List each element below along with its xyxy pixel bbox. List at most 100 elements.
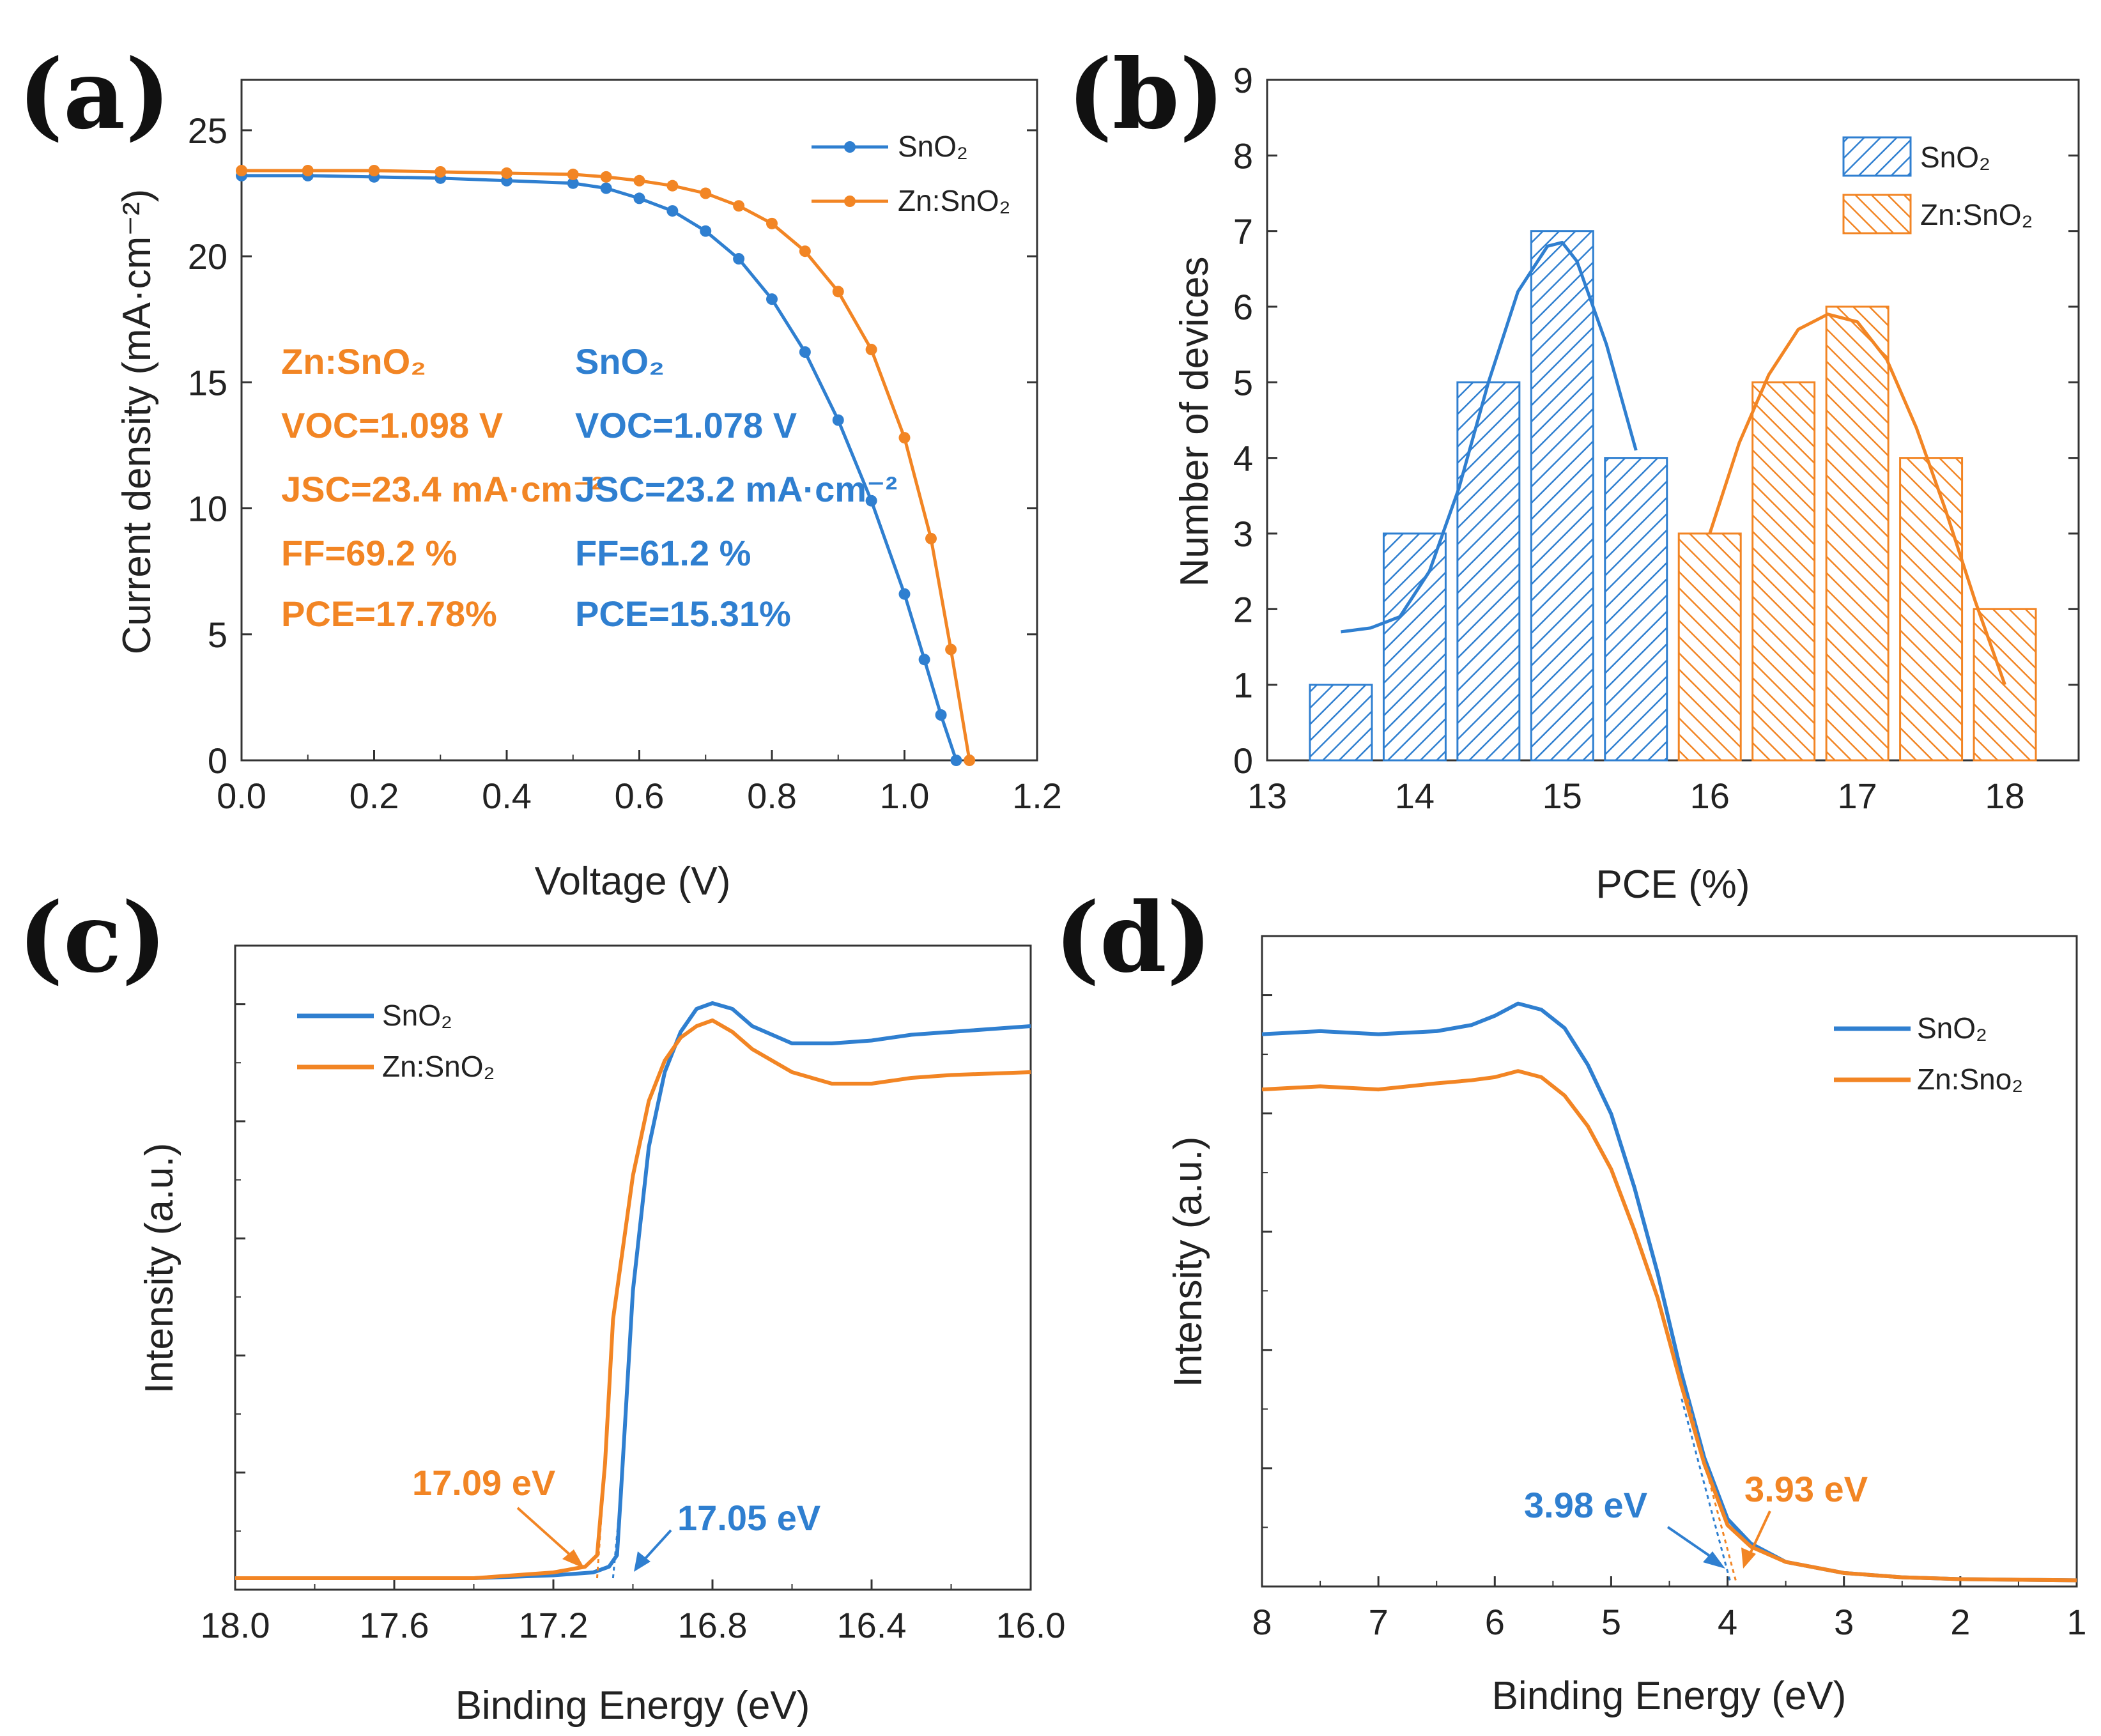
annot-a-zn-title: Zn:SnO₂ — [281, 341, 426, 381]
panel-a-series-point — [832, 414, 844, 426]
panel-c-series-line — [235, 1018, 1031, 1580]
panel-d-xtick-label: 2 — [1950, 1602, 1970, 1642]
panel-b-xtick-label: 16 — [1690, 776, 1730, 816]
annot-a-sn-voc: VOC=1.078 V — [575, 405, 797, 445]
panel-b-bar — [1825, 305, 1889, 762]
annot-c-zn-arrow — [516, 1507, 580, 1563]
panel-a-series-point — [368, 165, 380, 176]
panel-b-bar — [1751, 381, 1816, 762]
legend-d-sno2-text: SnO₂ — [1917, 1011, 1987, 1045]
legend-a-znsno2-marker — [844, 196, 856, 207]
panel-b-series — [1309, 230, 2037, 762]
panel-c-xtick-label: 16.0 — [996, 1605, 1066, 1645]
panel-a-series-line — [242, 174, 958, 761]
panel-d-xtick-label: 1 — [2066, 1602, 2086, 1642]
panel-a-ytick-label: 0 — [208, 741, 227, 781]
panel-c-xtick-label: 16.4 — [837, 1605, 907, 1645]
panel-d-legend: SnO₂ Zn:Sno₂ — [1834, 1011, 2023, 1096]
panel-a-xtick-label: 0.4 — [482, 776, 532, 816]
panel-d-series-line — [1261, 1069, 2077, 1583]
annot-c-zn: 17.09 eV — [412, 1463, 555, 1503]
annot-a-zn-pce: PCE=17.78% — [281, 594, 497, 634]
panel-a-series-point — [865, 495, 877, 507]
panel-c-series-line — [235, 1001, 1031, 1580]
panel-c-frame — [234, 944, 1032, 1591]
panel-b-xtick-label: 14 — [1395, 776, 1435, 816]
panel-a-series-point — [918, 654, 930, 666]
panel-c-xtick-label: 17.2 — [519, 1605, 589, 1645]
panel-a-series-point — [925, 532, 937, 544]
panel-b-legend: SnO₂ Zn:SnO₂ — [1842, 136, 2033, 234]
panel-d-xtick-label: 5 — [1601, 1602, 1621, 1642]
panel-a: (a) 0.0 0.2 0.4 0.6 0.8 1.0 1.2 0 5 10 15 20 25 Volt… — [18, 38, 1062, 903]
panel-a-series-point — [945, 643, 957, 656]
legend-b-sno2-swatch — [1842, 136, 1912, 177]
panel-a-series-point — [600, 171, 612, 183]
panel-b-bar — [1456, 381, 1521, 762]
panel-c: (c) 18.0 17.6 17.2 16.8 16.4 16.0 Binding Ene… — [18, 882, 1066, 1728]
panel-b-ytick-label: 7 — [1233, 211, 1253, 252]
panel-a-series-point — [666, 205, 679, 217]
panel-c-legend: SnO₂ Zn:SnO₂ — [297, 999, 495, 1083]
panel-a-series-point — [799, 346, 811, 358]
panel-d-tangent-sn — [1680, 1395, 1731, 1581]
annot-d-zn-arrowhead — [1741, 1548, 1756, 1569]
panel-b-bar — [1530, 230, 1594, 762]
panel-d-xlabel: Binding Energy (eV) — [1492, 1674, 1847, 1718]
panel-d-ticks: 8 7 6 5 4 3 2 1 — [1252, 994, 2087, 1642]
panel-b-ticks: 13 14 15 16 17 18 0 1 2 3 4 5 6 7 8 9 — [1233, 60, 2079, 816]
panel-b-ytick-label: 8 — [1233, 135, 1253, 176]
panel-b-ytick-label: 6 — [1233, 287, 1253, 327]
legend-b-sno2-text: SnO₂ — [1920, 141, 1990, 174]
annot-a-zn-ff: FF=69.2 % — [281, 533, 457, 573]
panel-a-ylabel: Current density (mA·cm⁻²) — [115, 189, 159, 655]
panel-c-xtick-label: 17.6 — [360, 1605, 429, 1645]
panel-a-series-line — [242, 169, 971, 761]
panel-a-xtick-label: 0.2 — [350, 776, 399, 816]
annot-d-zn: 3.93 eV — [1744, 1469, 1868, 1509]
panel-a-series-point — [898, 432, 911, 444]
panel-d-label: (d) — [1054, 882, 1212, 994]
panel-d-xtick-label: 3 — [1834, 1602, 1854, 1642]
panel-a-xtick-label: 1.2 — [1012, 776, 1062, 816]
panel-a-xtick-label: 0.6 — [615, 776, 665, 816]
panel-d-xtick-label: 7 — [1369, 1602, 1389, 1642]
panel-a-ytick-label: 25 — [188, 111, 227, 151]
panel-d-annotations: 3.98 eV 3.93 eV — [1524, 1469, 1868, 1569]
panel-a-series-point — [435, 165, 447, 178]
panel-a-series-point — [567, 177, 579, 189]
panel-c-xtick-label: 16.8 — [678, 1605, 748, 1645]
panel-a-series-point — [832, 286, 844, 298]
panel-c-label: (c) — [18, 882, 167, 994]
panel-a-series-point — [501, 167, 512, 179]
panel-c-tangent-sn — [612, 1491, 622, 1579]
panel-a-series-point — [935, 709, 947, 721]
annot-c-sn: 17.05 eV — [677, 1498, 820, 1538]
annot-a-zn-jsc: JSC=23.4 mA·cm⁻² — [281, 469, 603, 509]
panel-c-ylabel: Intensity (a.u.) — [137, 1143, 181, 1394]
annot-c-sn-arrowhead — [634, 1551, 650, 1572]
legend-b-znsno2-text: Zn:SnO₂ — [1920, 198, 2033, 231]
panel-b-ytick-label: 3 — [1233, 514, 1253, 554]
panel-b-xtick-label: 17 — [1837, 776, 1877, 816]
annot-d-sn: 3.98 eV — [1524, 1485, 1647, 1525]
panel-b: (b) 13 14 15 16 17 18 0 1 2 3 4 5 6 7 8 9 PCE (%) Numbe… — [1067, 38, 2080, 907]
legend-b-znsno2-swatch — [1842, 194, 1912, 234]
panel-a-series-point — [633, 174, 645, 187]
panel-c-ticks: 18.0 17.6 17.2 16.8 16.4 16.0 — [201, 1003, 1066, 1645]
annot-d-sn-arrowhead — [1703, 1551, 1725, 1569]
legend-a-sno2-marker — [844, 141, 856, 153]
panel-a-legend: SnO₂ Zn:SnO₂ — [812, 130, 1010, 217]
panel-a-series-point — [766, 293, 778, 305]
panel-c-annotations: 17.09 eV 17.05 eV — [412, 1463, 820, 1572]
panel-a-series-point — [666, 180, 679, 192]
panel-b-xtick-label: 18 — [1985, 776, 2024, 816]
panel-a-series — [236, 165, 976, 766]
legend-c-sno2-text: SnO₂ — [382, 999, 452, 1032]
panel-b-ytick-label: 2 — [1233, 589, 1253, 629]
panel-b-bar — [1382, 532, 1447, 762]
panel-a-series-point — [236, 165, 247, 176]
panel-b-bar — [1677, 532, 1742, 762]
panel-c-xtick-label: 18.0 — [201, 1605, 270, 1645]
annot-a-zn-voc: VOC=1.098 V — [281, 405, 503, 445]
